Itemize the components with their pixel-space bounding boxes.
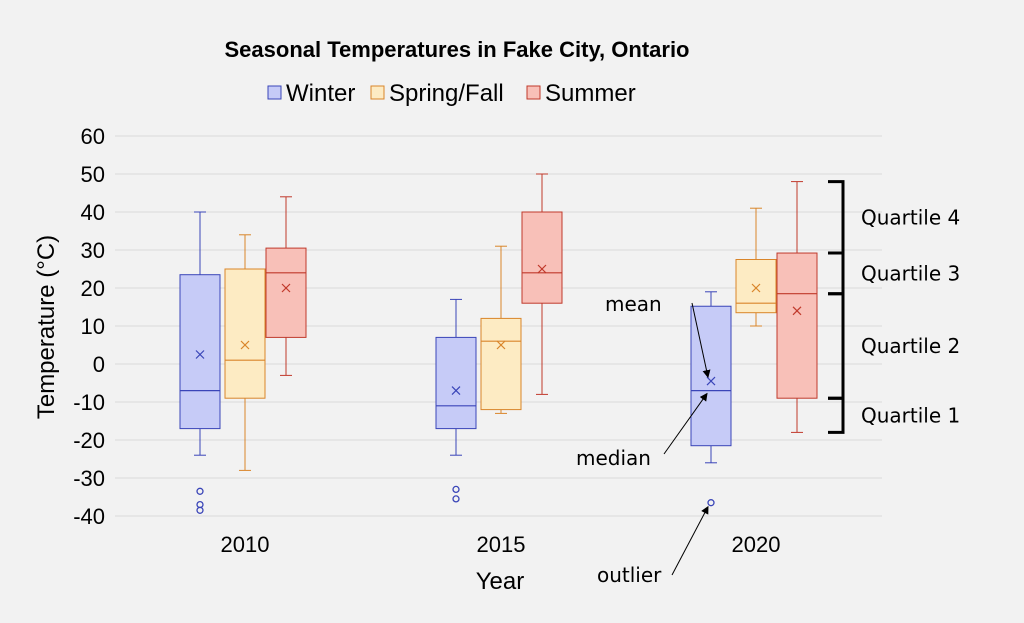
outlier-point: [196, 506, 204, 514]
box-winter-2010: [179, 211, 221, 514]
box-iqr: [480, 317, 522, 411]
mean-marker: [195, 350, 205, 359]
annotations: mean median outlier: [576, 292, 711, 587]
quartile-label: Quartile 4: [861, 205, 960, 229]
y-axis-title: Temperature (°C): [33, 235, 60, 419]
legend-label: Winter: [286, 80, 355, 107]
y-tick-label: -10: [73, 390, 105, 415]
outlier-point: [452, 485, 460, 494]
mean-marker: [537, 264, 547, 274]
legend-swatch: [370, 85, 385, 100]
outlier-point: [196, 487, 204, 495]
mean-marker-stroke: [451, 386, 461, 396]
y-tick-label: 50: [81, 162, 105, 187]
outlier-point: [452, 495, 460, 503]
mean-marker: [240, 340, 250, 350]
legend-swatch: [526, 85, 541, 100]
quartile-label: Quartile 2: [861, 334, 960, 358]
box-iqr: [521, 211, 563, 304]
outlier-point: [707, 499, 715, 507]
y-tick-label: 60: [81, 124, 105, 149]
mean-marker: [496, 340, 506, 350]
legend-swatch: [267, 85, 282, 100]
mean-marker: [792, 306, 802, 316]
x-tick-label: 2015: [477, 532, 526, 557]
mean-marker-stroke: [751, 283, 761, 293]
box-series: [179, 173, 818, 514]
box-summer-2015: [521, 173, 563, 395]
annotation-median: median: [576, 446, 651, 470]
y-tick-label: 20: [81, 276, 105, 301]
y-tick-label: -30: [73, 466, 105, 491]
y-tick-label: 10: [81, 314, 105, 339]
quartile-label: Quartile 3: [861, 261, 960, 285]
legend: Winter Spring/Fall Summer: [267, 80, 636, 107]
box-summer-2020: [776, 181, 818, 433]
annotation-outlier: outlier: [597, 563, 662, 587]
chart-title: Seasonal Temperatures in Fake City, Onta…: [225, 37, 690, 62]
quartile-label: Quartile 1: [861, 403, 960, 427]
annotation-arrow: [671, 505, 709, 576]
mean-marker: [751, 283, 761, 293]
y-tick-label: 40: [81, 200, 105, 225]
box-iqr: [435, 336, 477, 430]
annotation-arrow: [663, 392, 708, 455]
y-axis-ticks: 60 50 40 30 20 10 0 -10 -20 -30 -40: [73, 124, 105, 529]
box-iqr: [735, 259, 777, 314]
box-iqr: [776, 252, 818, 399]
box-summer-2010: [265, 196, 307, 376]
mean-marker-stroke: [281, 283, 291, 293]
legend-label: Spring/Fall: [389, 80, 504, 107]
annotation-arrow: [691, 302, 711, 379]
box-spring-fall-2010: [224, 234, 266, 471]
box-iqr: [179, 274, 221, 430]
box-spring-fall-2020: [735, 207, 777, 327]
mean-marker: [706, 376, 716, 386]
box-spring-fall-2015: [480, 245, 522, 414]
x-tick-label: 2020: [732, 532, 781, 557]
x-axis-ticks: 2010 2015 2020: [221, 532, 781, 557]
mean-marker-stroke: [240, 340, 250, 350]
mean-marker-stroke: [195, 350, 205, 359]
quartile-brackets: Quartile 4 Quartile 3 Quartile 2 Quartile 1: [828, 180, 960, 434]
x-tick-label: 2010: [221, 532, 270, 557]
y-tick-label: -40: [73, 504, 105, 529]
x-axis-title: Year: [476, 568, 525, 595]
mean-marker-stroke: [792, 306, 802, 316]
box-iqr: [224, 268, 266, 399]
y-tick-label: 30: [81, 238, 105, 263]
y-tick-label: -20: [73, 428, 105, 453]
legend-label: Summer: [545, 80, 636, 107]
mean-marker: [281, 283, 291, 293]
mean-marker-stroke: [706, 376, 716, 386]
mean-marker: [451, 386, 461, 396]
box-winter-2015: [435, 298, 477, 503]
annotation-mean: mean: [605, 292, 662, 316]
mean-marker-stroke: [496, 340, 506, 350]
y-tick-label: 0: [93, 352, 105, 377]
mean-marker-stroke: [537, 264, 547, 274]
box-iqr: [265, 247, 307, 338]
